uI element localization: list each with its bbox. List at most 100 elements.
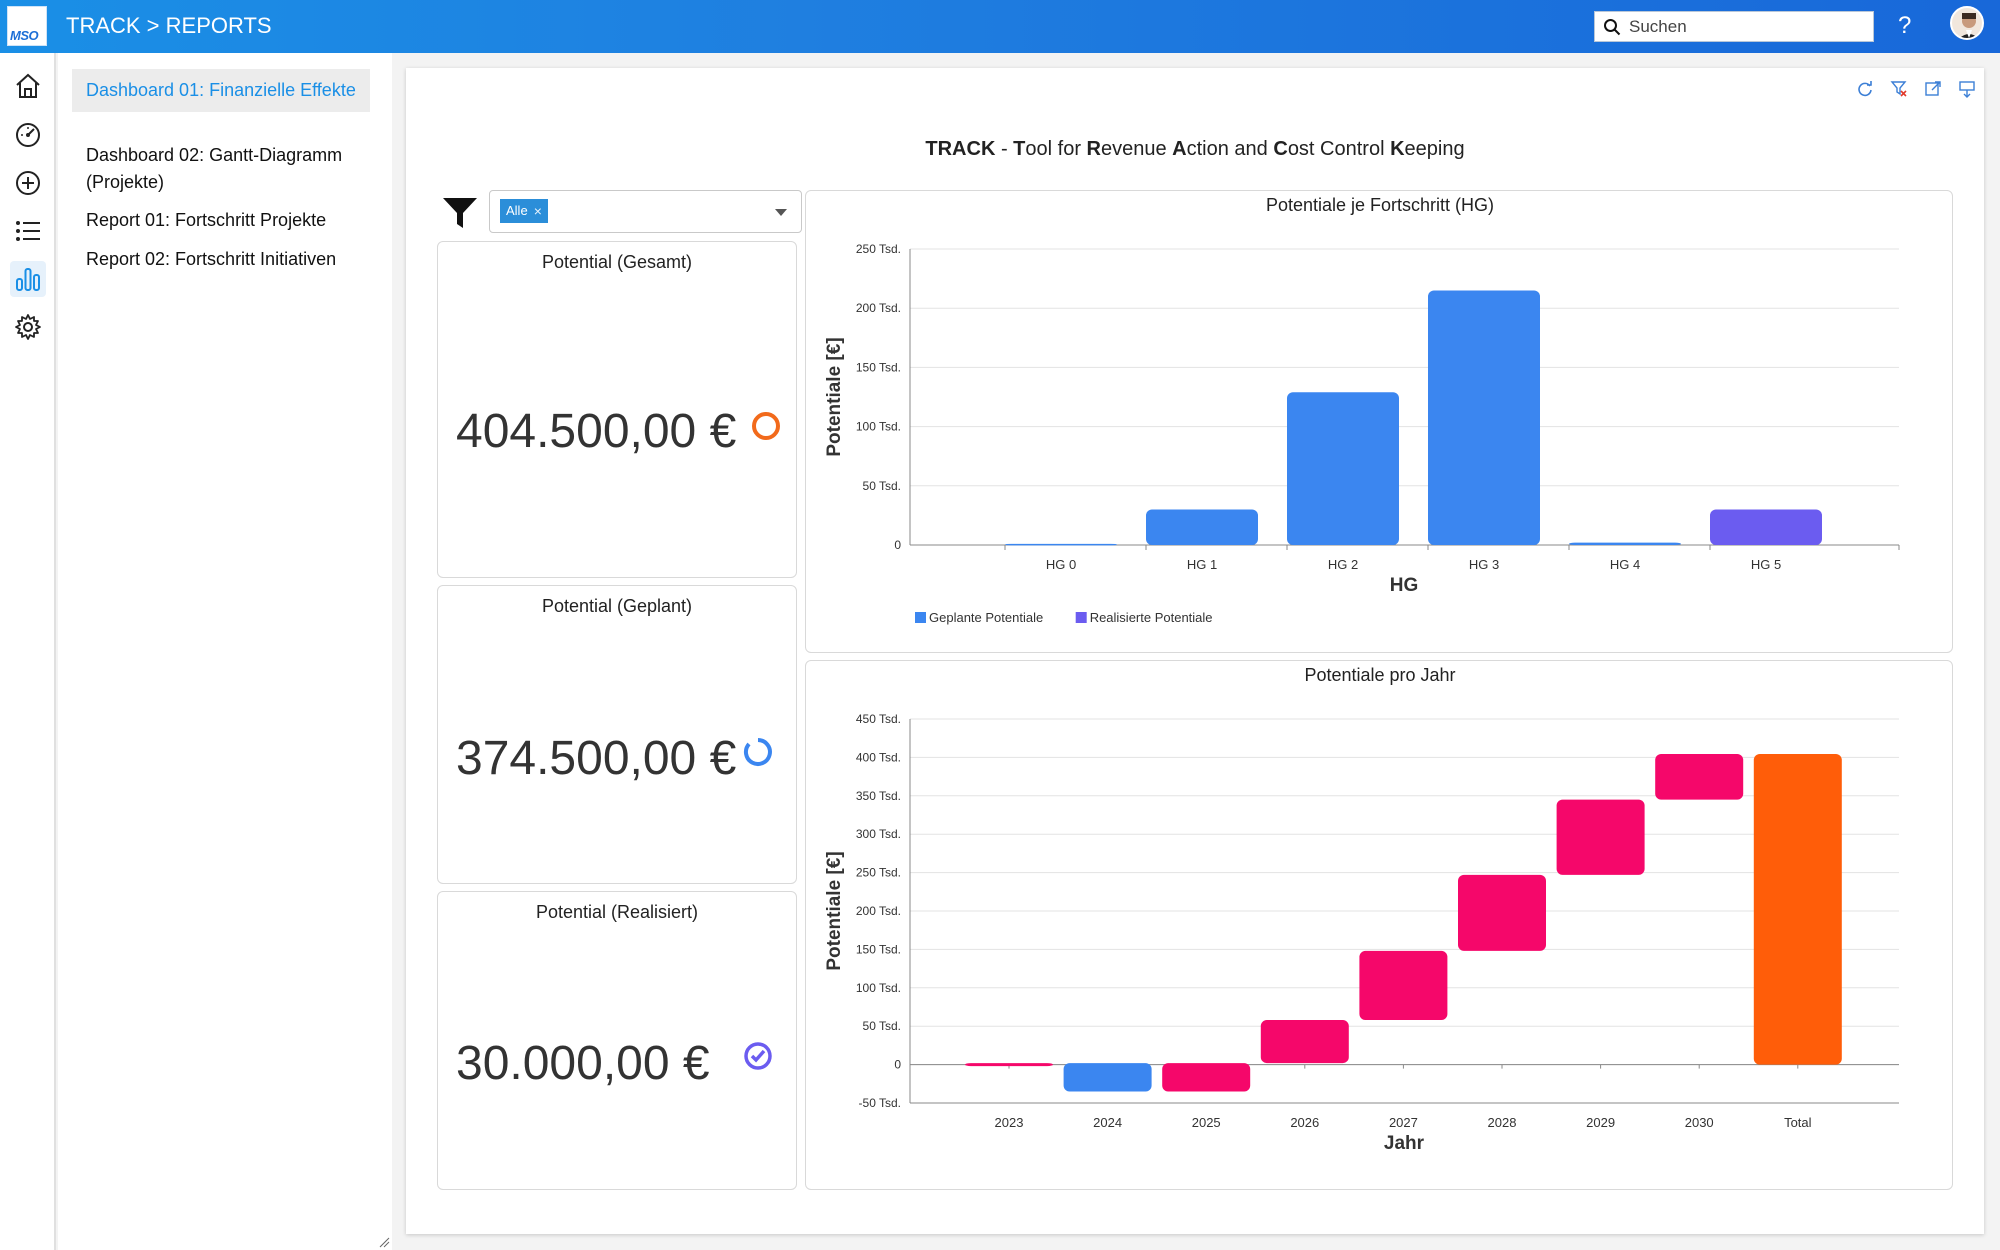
add-circle-icon[interactable] — [10, 165, 46, 201]
title-part: K — [1390, 138, 1405, 160]
chart-title: Potentiale je Fortschritt (HG) — [1266, 195, 1494, 215]
title-part: R — [1086, 138, 1101, 160]
circle-outline-icon — [752, 412, 780, 440]
bar-chart-icon[interactable] — [10, 261, 46, 297]
kpi-title: Potential (Geplant) — [541, 596, 693, 616]
title-part: - — [995, 138, 1014, 160]
y-tick-label: 200 Tsd. — [856, 301, 901, 315]
waterfall-chart-jahr: Potentiale pro Jahr -50 Tsd. 0 50 Tsd. 100 T… — [824, 665, 1899, 1154]
filter-select[interactable]: Alle × — [489, 190, 802, 233]
bar-chart-fortschritt: Potentiale je Fortschritt (HG) 0 50 Tsd. 10… — [824, 195, 1900, 625]
nav-item-dashboard-01[interactable]: Dashboard 01: Finanzielle Effekte — [72, 69, 370, 112]
waterfall-bar — [1162, 1063, 1251, 1092]
y-tick-label: 100 Tsd. — [856, 420, 901, 434]
x-tick-label: HG 3 — [1469, 557, 1499, 572]
title-part: A — [1172, 138, 1187, 160]
chart-card-fortschritt: Potentiale je Fortschritt (HG) 0 50 Tsd. 10… — [805, 190, 1953, 653]
report-navigation: Dashboard 01: Finanzielle Effekte Dashbo… — [58, 53, 392, 1250]
icon-rail — [0, 53, 56, 1250]
bar — [1005, 543, 1117, 546]
x-tick-label: 2028 — [1488, 1115, 1517, 1130]
title-part: eeping — [1404, 138, 1465, 160]
y-tick-label: 0 — [894, 538, 901, 552]
logo[interactable]: MSO — [7, 6, 47, 46]
nav-item-report-02[interactable]: Report 02: Fortschritt Initiativen — [86, 249, 337, 269]
legend-label: Realisierte Potentiale — [1090, 610, 1213, 625]
x-tick-label: 2029 — [1586, 1115, 1615, 1130]
waterfall-bar — [1556, 799, 1645, 875]
kpi-title: Potential (Gesamt) — [541, 252, 693, 272]
y-tick-label: 200 Tsd. — [856, 904, 901, 918]
title-part: T — [1013, 138, 1026, 160]
x-tick-label: 2024 — [1093, 1115, 1122, 1130]
y-tick-label: 350 Tsd. — [856, 789, 901, 803]
remove-tag-icon[interactable]: × — [533, 203, 542, 219]
help-button[interactable]: ? — [1898, 12, 1912, 39]
x-tick-label: Total — [1784, 1115, 1812, 1130]
y-tick-label: 150 Tsd. — [856, 942, 901, 956]
y-tick-label: 450 Tsd. — [856, 712, 901, 726]
bar — [1146, 509, 1258, 545]
check-circle-icon — [744, 1042, 772, 1070]
waterfall-bar — [1260, 1020, 1349, 1064]
avatar[interactable] — [1950, 6, 1984, 40]
legend-label: Geplante Potentiale — [929, 610, 1043, 625]
user-photo-icon — [1959, 13, 1979, 38]
dashboard-panel: TRACK - Tool for Revenue Action and Cost… — [406, 68, 1984, 1234]
logo-text: MSO — [10, 28, 39, 43]
x-tick-label: 2026 — [1290, 1115, 1319, 1130]
bar — [1710, 509, 1822, 545]
bar — [1287, 392, 1399, 545]
y-tick-label: 400 Tsd. — [856, 750, 901, 764]
waterfall-bar — [1063, 1063, 1152, 1092]
y-tick-label: 300 Tsd. — [856, 827, 901, 841]
x-tick-label: HG 0 — [1046, 557, 1076, 572]
progress-ring-icon — [743, 738, 772, 766]
y-tick-label: 100 Tsd. — [856, 981, 901, 995]
filter-tag: Alle × — [500, 199, 548, 223]
home-icon[interactable] — [10, 68, 46, 104]
y-tick-label: 50 Tsd. — [863, 1019, 901, 1033]
refresh-icon[interactable] — [1855, 79, 1875, 99]
y-tick-label: 150 Tsd. — [856, 360, 901, 374]
nav-item-dashboard-02[interactable]: Dashboard 02: Gantt-Diagramm (Projekte) — [86, 145, 343, 192]
y-axis-title: Potentiale [€] — [824, 337, 845, 456]
y-tick-label: 50 Tsd. — [863, 479, 901, 493]
breadcrumb: TRACK > REPORTS — [66, 13, 272, 38]
export-icon[interactable] — [1957, 79, 1977, 99]
chart-card-jahr: Potentiale pro Jahr -50 Tsd. 0 50 Tsd. 100 T… — [805, 660, 1953, 1190]
list-icon[interactable] — [10, 213, 46, 249]
waterfall-bar — [1458, 874, 1546, 951]
bar — [1569, 542, 1681, 545]
chart-title: Potentiale pro Jahr — [1304, 665, 1455, 685]
y-tick-label: -50 Tsd. — [859, 1096, 901, 1110]
x-tick-label: HG 5 — [1751, 557, 1781, 572]
filter-tag-label: Alle — [506, 203, 528, 218]
waterfall-bar — [1753, 753, 1842, 1065]
x-tick-label: 2025 — [1192, 1115, 1221, 1130]
search-icon — [1604, 19, 1621, 36]
clear-filter-icon[interactable] — [1889, 79, 1909, 99]
legend-swatch — [915, 612, 926, 623]
title-part: ction and — [1186, 138, 1274, 160]
search-input[interactable] — [1629, 15, 1865, 39]
title-part: ost Control — [1287, 138, 1391, 160]
title-part: evenue — [1101, 138, 1173, 160]
expand-icon[interactable] — [1923, 79, 1943, 99]
waterfall-bar — [965, 1063, 1053, 1067]
top-bar: MSO TRACK > REPORTS ? — [0, 0, 2000, 53]
chevron-down-icon[interactable] — [775, 209, 787, 216]
waterfall-bar — [1359, 950, 1448, 1021]
x-axis-title: Jahr — [1384, 1133, 1425, 1154]
kpi-value: 404.500,00 € — [456, 405, 737, 458]
bar — [1428, 290, 1540, 545]
title-part: C — [1273, 138, 1288, 160]
settings-gear-icon[interactable] — [10, 309, 46, 345]
search-box[interactable] — [1594, 11, 1874, 42]
nav-item-report-01[interactable]: Report 01: Fortschritt Projekte — [86, 210, 327, 230]
x-tick-label: 2030 — [1685, 1115, 1714, 1130]
resize-handle-icon[interactable] — [378, 1236, 390, 1248]
filter-icon[interactable] — [441, 194, 479, 232]
dashboard-gauge-icon[interactable] — [10, 117, 46, 153]
kpi-title: Potential (Realisiert) — [535, 902, 699, 922]
